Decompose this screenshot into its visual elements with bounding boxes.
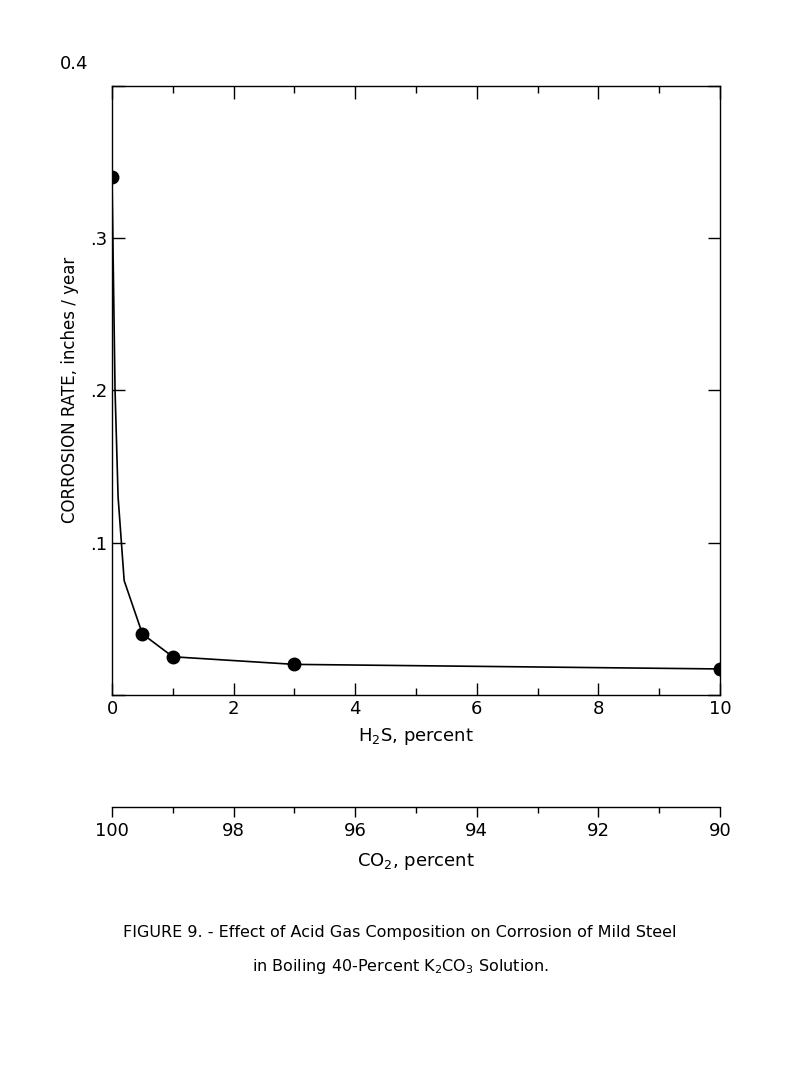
Y-axis label: CORROSION RATE, inches / year: CORROSION RATE, inches / year: [61, 257, 78, 524]
Text: in Boiling 40-Percent K$_2$CO$_3$ Solution.: in Boiling 40-Percent K$_2$CO$_3$ Soluti…: [251, 957, 549, 976]
X-axis label: CO$_2$, percent: CO$_2$, percent: [357, 851, 475, 872]
Text: FIGURE 9. - Effect of Acid Gas Composition on Corrosion of Mild Steel: FIGURE 9. - Effect of Acid Gas Compositi…: [123, 925, 677, 940]
Text: 0.4: 0.4: [60, 56, 89, 74]
X-axis label: H$_2$S, percent: H$_2$S, percent: [358, 726, 474, 747]
